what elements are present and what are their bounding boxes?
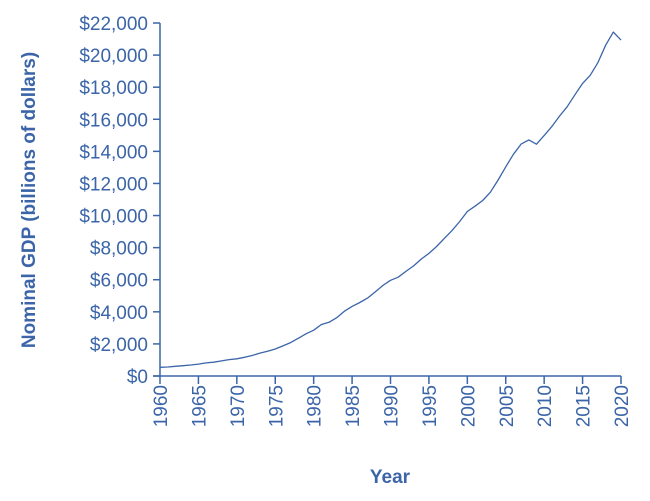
axes: $0 $2,000 $4,000 $6,000 $8,000 $10,000 $12,000… xyxy=(79,14,633,427)
x-tick-label: 1965 xyxy=(189,385,210,427)
y-axis-title: Nominal GDP (billions of dollars) xyxy=(19,52,40,348)
y-tick-label: $6,000 xyxy=(90,271,148,292)
y-tick-label: $2,000 xyxy=(90,335,148,356)
x-tick-label: 2015 xyxy=(574,385,595,427)
x-axis-title: Year xyxy=(370,467,411,488)
x-tick-label: 1970 xyxy=(228,385,249,427)
x-tick-label: 1980 xyxy=(305,385,326,427)
x-tick-label: 2020 xyxy=(612,385,633,427)
y-tick-label: $12,000 xyxy=(79,174,148,195)
y-tick-label: $0 xyxy=(127,367,148,388)
gdp-series-line xyxy=(159,31,622,368)
x-tick-label: 1990 xyxy=(382,385,403,427)
y-tick-label: $22,000 xyxy=(79,14,148,35)
x-tick-label: 2000 xyxy=(458,385,479,427)
x-tick-label: 1985 xyxy=(343,385,364,427)
x-tick-label: 2010 xyxy=(535,385,556,427)
y-tick-label: $14,000 xyxy=(79,142,148,163)
x-tick-label: 1995 xyxy=(420,385,441,427)
x-tick-label: 1975 xyxy=(266,385,287,427)
x-tick-label: 2005 xyxy=(497,385,518,427)
y-tick-label: $4,000 xyxy=(90,303,148,324)
y-tick-label: $20,000 xyxy=(79,46,148,67)
y-tick-label: $18,000 xyxy=(79,78,148,99)
x-tick-label: 1960 xyxy=(151,385,172,427)
y-tick-label: $8,000 xyxy=(90,239,148,260)
y-tick-label: $10,000 xyxy=(79,207,148,228)
y-tick-label: $16,000 xyxy=(79,110,148,131)
